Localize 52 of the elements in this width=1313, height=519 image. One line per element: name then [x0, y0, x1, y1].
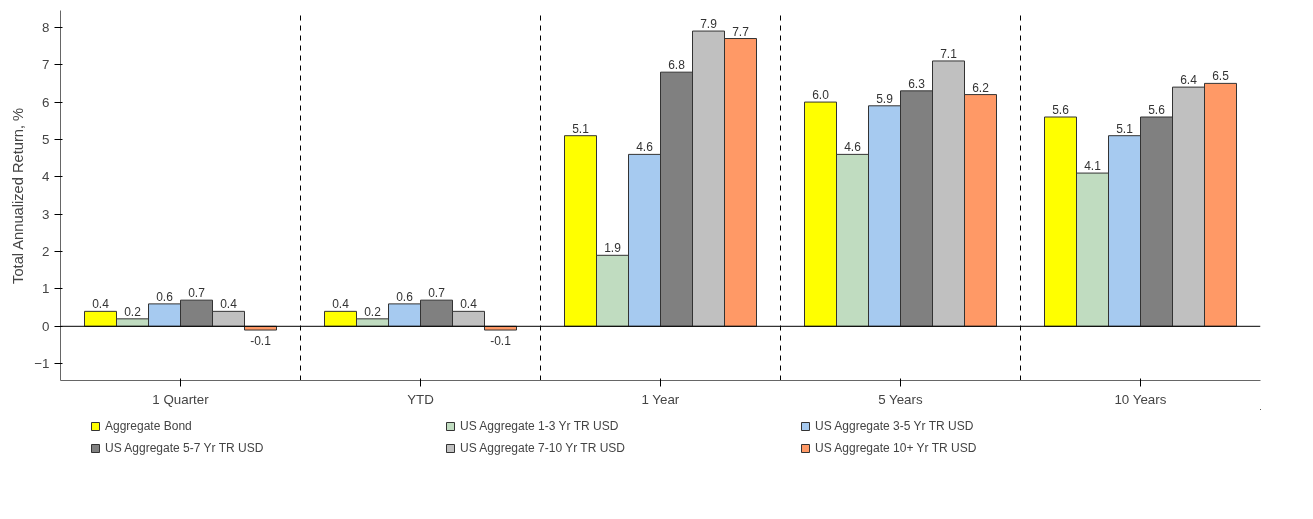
data-label: 4.6 [844, 140, 862, 155]
data-label: 0.6 [156, 289, 174, 304]
legend-label: Aggregate Bond [105, 419, 193, 433]
y-tick-label: 7 [42, 57, 50, 73]
data-label: 7.9 [700, 17, 718, 32]
data-label: 6.3 [908, 76, 926, 91]
legend-label: US Aggregate 7-10 Yr TR USD [460, 441, 626, 455]
data-label: 6.5 [1212, 69, 1230, 84]
y-tick-label: 6 [42, 94, 50, 110]
data-label: -0.1 [490, 334, 512, 349]
x-tick-label: YTD [407, 391, 434, 407]
y-axis-title: Total Annualized Return, % [10, 107, 27, 284]
data-label: 0.4 [92, 297, 110, 312]
data-label: 5.1 [1116, 121, 1134, 136]
data-label: 6.4 [1180, 73, 1198, 88]
data-label: 0.2 [364, 304, 382, 319]
data-label: 5.6 [1148, 103, 1166, 118]
x-tick-label: 1 Quarter [152, 391, 210, 407]
data-label: 0.4 [332, 297, 350, 312]
data-label: 6.8 [668, 58, 686, 73]
data-label: 0.6 [396, 289, 414, 304]
data-label: 0.4 [220, 297, 238, 312]
y-tick-label: 5 [42, 131, 50, 147]
data-label: 4.1 [1084, 159, 1102, 174]
x-tick-label: 5 Years [878, 391, 923, 407]
data-label: 6.0 [812, 88, 830, 103]
legend-label: US Aggregate 1-3 Yr TR USD [460, 419, 620, 433]
data-label: 5.6 [1052, 103, 1070, 118]
data-label: 0.2 [124, 304, 142, 319]
y-tick-label: −1 [34, 356, 50, 372]
y-tick-label: 2 [42, 244, 50, 260]
data-label: 0.7 [188, 286, 206, 301]
y-tick-label: 4 [42, 169, 51, 185]
data-label: 6.2 [972, 80, 990, 95]
data-label: 7.1 [940, 46, 958, 61]
legend-label: US Aggregate 10+ Yr TR USD [815, 441, 978, 455]
data-label: 0.7 [428, 286, 446, 301]
y-tick-label: 0 [42, 318, 50, 334]
legend-label: US Aggregate 5-7 Yr TR USD [105, 441, 265, 455]
legend-label: US Aggregate 3-5 Yr TR USD [815, 419, 975, 433]
data-label: 0.4 [460, 297, 478, 312]
data-label: 5.1 [572, 121, 590, 136]
data-label: -0.1 [250, 334, 272, 349]
data-label: 4.6 [636, 140, 654, 155]
x-tick-label: 10 Years [1114, 391, 1167, 407]
data-label: 5.9 [876, 91, 894, 106]
y-tick-label: 1 [42, 281, 50, 297]
x-tick-label: 1 Year [641, 391, 680, 407]
y-tick-label: 3 [42, 206, 50, 222]
y-tick-label: 8 [42, 19, 50, 35]
data-label: 7.7 [732, 24, 750, 39]
data-label: 1.9 [604, 241, 622, 256]
